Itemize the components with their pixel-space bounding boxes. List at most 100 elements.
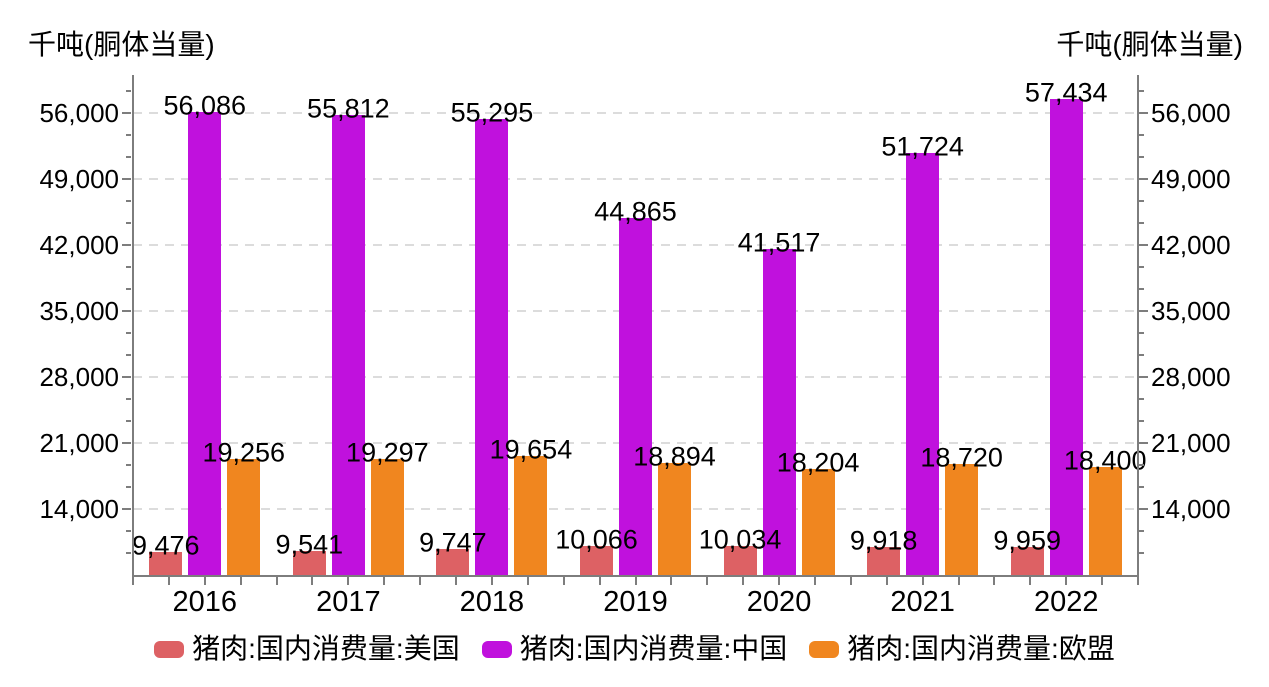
value-label-2022-series2: 18,400 (1063, 446, 1147, 477)
y-tick-label-left: 49,000 (39, 163, 119, 194)
y-minor-tick-left (126, 485, 131, 488)
value-label-2016-series0: 9,476 (131, 530, 200, 561)
x-tick (598, 577, 601, 585)
legend-swatch-icon (809, 640, 840, 658)
y-minor-tick-right (1139, 331, 1144, 334)
y-major-tick-left (122, 243, 131, 246)
y-tick-label-right: 28,000 (1151, 361, 1231, 392)
x-tick (1101, 577, 1104, 585)
y-axis-line-left (132, 75, 134, 577)
y-tick-label-right: 56,000 (1151, 97, 1231, 128)
bar-2016-series2[interactable] (227, 459, 261, 575)
y-axis-title-left: 千吨(胴体当量) (28, 29, 215, 60)
x-tick-label-2016: 2016 (172, 586, 238, 618)
y-minor-tick-right (1139, 287, 1144, 290)
value-label-2019-series1: 44,865 (594, 196, 677, 227)
value-label-2018-series1: 55,295 (450, 98, 534, 129)
bar-2020-series2[interactable] (801, 469, 835, 575)
y-major-tick-right (1139, 507, 1148, 510)
y-tick-label-left: 35,000 (39, 295, 119, 326)
bar-2022-series0[interactable] (1010, 547, 1044, 575)
bar-2021-series2[interactable] (945, 464, 979, 575)
y-major-tick-right (1139, 111, 1148, 114)
y-minor-tick-right (1139, 199, 1144, 202)
y-tick-label-right: 14,000 (1151, 493, 1231, 524)
x-tick-label-2022: 2022 (1033, 586, 1099, 618)
y-minor-tick-left (126, 331, 131, 334)
y-tick-label-right: 42,000 (1151, 229, 1231, 260)
y-tick-label-left: 56,000 (39, 97, 119, 128)
bar-2017-series0[interactable] (292, 551, 326, 575)
legend-swatch-icon (154, 640, 185, 658)
y-tick-label-left: 28,000 (39, 361, 119, 392)
bar-2021-series1[interactable] (906, 153, 940, 575)
bar-2017-series1[interactable] (331, 114, 365, 575)
y-minor-tick-right (1139, 529, 1144, 532)
y-major-tick-left (122, 111, 131, 114)
y-major-tick-right (1139, 177, 1148, 180)
y-tick-label-left: 42,000 (39, 229, 119, 260)
value-label-2018-series2: 19,654 (489, 434, 573, 465)
y-minor-tick-left (126, 265, 131, 268)
legend-item-1[interactable]: 猪肉:国内消费量:中国 (481, 633, 788, 665)
y-minor-tick-right (1139, 133, 1144, 136)
y-minor-tick-right (1139, 463, 1144, 466)
legend-item-2[interactable]: 猪肉:国内消费量:欧盟 (809, 633, 1115, 665)
x-tick (706, 577, 709, 585)
legend-label: 猪肉:国内消费量:中国 (519, 633, 788, 664)
y-tick-label-right: 49,000 (1151, 163, 1231, 194)
y-minor-tick-left (126, 529, 131, 532)
y-tick-label-right: 35,000 (1151, 295, 1231, 326)
value-label-2019-series0: 10,066 (555, 524, 638, 555)
x-tick-label-2019: 2019 (603, 586, 668, 618)
bar-2019-series1[interactable] (619, 217, 652, 575)
y-tick-label-right: 21,000 (1151, 427, 1231, 458)
x-tick (347, 577, 350, 585)
value-label-2017-series2: 19,297 (346, 437, 429, 468)
bar-2021-series0[interactable] (867, 547, 901, 575)
bar-2022-series1[interactable] (1049, 99, 1083, 575)
y-minor-tick-right (1139, 485, 1144, 488)
legend-item-0[interactable]: 猪肉:国内消费量:美国 (154, 633, 460, 665)
value-label-2018-series0: 9,747 (419, 527, 487, 558)
y-major-tick-left (122, 309, 131, 312)
bar-2018-series2[interactable] (514, 455, 548, 575)
y-minor-tick-left (126, 353, 131, 356)
x-tick (562, 577, 565, 585)
bar-2019-series0[interactable] (580, 546, 613, 575)
y-major-tick-left (122, 177, 131, 180)
gridline-undefined (133, 111, 1138, 114)
value-label-2020-series2: 18,204 (776, 447, 860, 478)
bar-2016-series0[interactable] (149, 551, 183, 575)
bar-2018-series0[interactable] (436, 549, 470, 575)
y-minor-tick-right (1139, 353, 1144, 356)
bar-2020-series1[interactable] (762, 249, 796, 575)
bar-2016-series1[interactable] (188, 111, 222, 575)
x-tick (167, 577, 170, 585)
bar-2019-series2[interactable] (658, 462, 691, 575)
legend-swatch-icon (481, 640, 512, 658)
x-tick (526, 577, 529, 585)
x-axis-line (132, 575, 1139, 577)
y-minor-tick-right (1139, 397, 1144, 400)
x-tick (490, 577, 493, 585)
y-tick-label-left: 21,000 (39, 427, 119, 458)
x-tick (670, 577, 673, 585)
bar-2022-series2[interactable] (1088, 467, 1122, 575)
y-axis-line-right (1137, 75, 1139, 577)
x-tick (634, 577, 637, 585)
y-major-tick-left (122, 507, 131, 510)
y-minor-tick-left (126, 551, 131, 554)
bar-2018-series1[interactable] (475, 119, 509, 575)
y-minor-tick-left (126, 155, 131, 158)
x-tick (239, 577, 242, 585)
y-major-tick-left (122, 441, 131, 444)
bar-2020-series0[interactable] (723, 546, 757, 575)
bar-2017-series2[interactable] (370, 458, 404, 575)
legend-label: 猪肉:国内消费量:欧盟 (847, 633, 1115, 664)
x-tick (993, 577, 996, 585)
value-label-2021-series2: 18,720 (920, 443, 1003, 474)
y-minor-tick-right (1139, 89, 1144, 92)
x-tick (778, 577, 781, 585)
x-tick (742, 577, 745, 585)
